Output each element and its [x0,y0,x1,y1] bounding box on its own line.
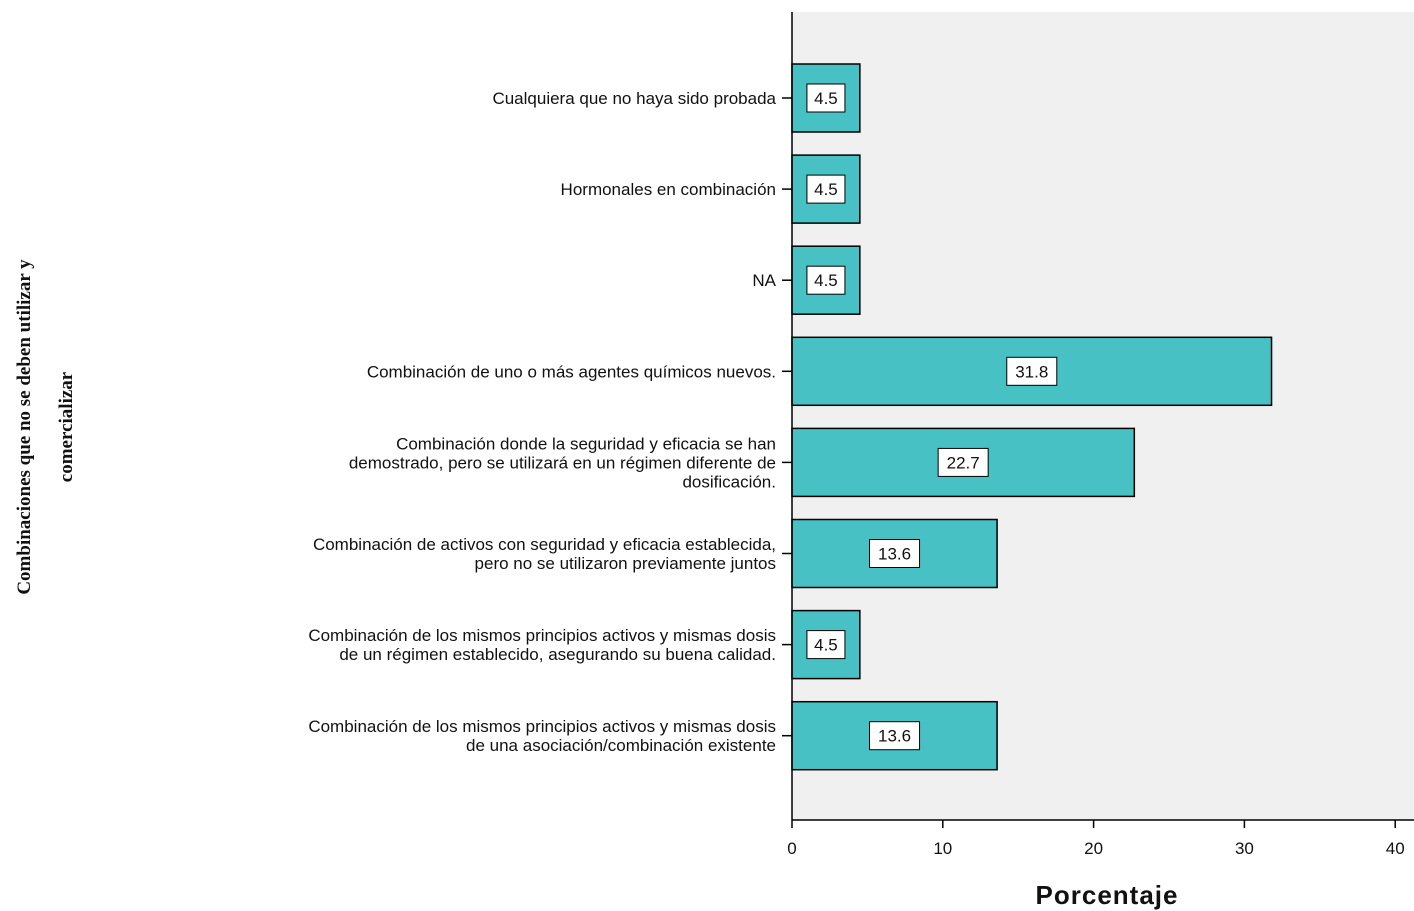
x-tick-label: 40 [1386,839,1405,858]
data-label-box [869,721,921,751]
data-label: 4.5 [814,180,838,199]
data-label: 4.5 [814,89,838,108]
data-label-box [869,539,921,568]
category-label: Cualquiera que no haya sido probada [492,89,776,108]
x-axis-title: Porcentaje [1036,880,1179,910]
data-label: 31.8 [1015,362,1048,381]
data-label-box [1006,356,1058,386]
bars: 4.5 4.5 4.5 31.8 22.7 13.6 4.5 13.6 [791,63,1273,771]
category-label: de una asociación/combinación existente [466,736,776,755]
bar [791,245,861,315]
y-axis-title-line-2: comercializar [56,371,77,482]
data-label-box [937,447,989,477]
data-label-box [806,630,846,660]
category-label: Combinación de los mismos principios act… [308,717,776,736]
x-axis-ticks: 0 10 20 30 40 [787,820,1405,858]
category-label: Combinación de los mismos principios act… [308,626,776,645]
category-label: dosificación. [682,472,776,491]
data-label: 22.7 [947,453,980,472]
data-label: 13.6 [878,727,911,746]
x-tick-label: 0 [787,839,796,858]
x-tick-label: 30 [1235,839,1254,858]
category-label: demostrado, pero se utilizará en un régi… [349,453,776,472]
data-label-box [806,83,846,113]
plot-area [792,12,1414,820]
data-label: 4.5 [814,636,838,655]
data-label-box [806,174,846,204]
x-tick-label: 20 [1084,839,1103,858]
category-label: Combinación de activos con seguridad y e… [313,535,776,554]
y-axis-title: Combinaciones que no se deben utilizar y… [14,259,77,595]
category-label: Combinación de uno o más agentes químico… [367,362,776,381]
category-label: NA [752,271,776,290]
category-label: Combinación donde la seguridad y eficaci… [396,434,776,453]
category-label: Hormonales en combinación [561,180,776,199]
x-tick-label: 10 [933,839,952,858]
data-label: 13.6 [878,545,911,564]
data-label: 4.5 [814,271,838,290]
data-label-box [806,265,846,295]
category-label: pero no se utilizaron previamente juntos [475,554,776,573]
y-axis-title-line-1: Combinaciones que no se deben utilizar y [14,259,35,595]
category-labels: Cualquiera que no haya sido probada Hormo… [308,89,792,755]
category-label: de un régimen establecido, asegurando su… [339,645,776,664]
